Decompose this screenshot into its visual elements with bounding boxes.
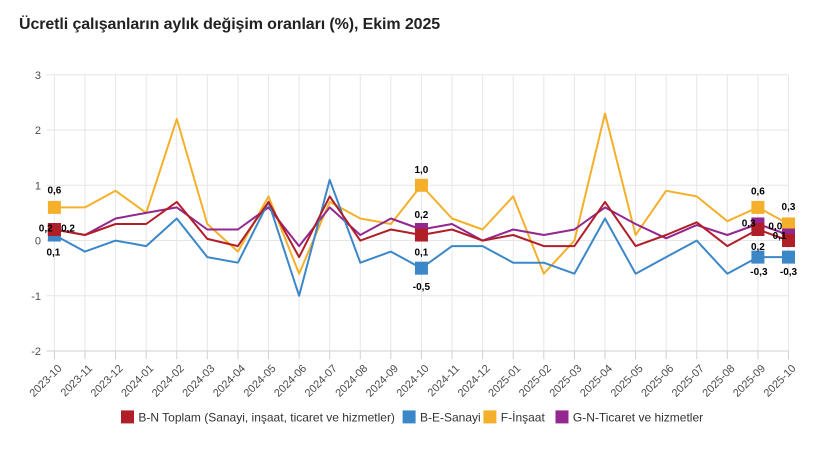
- svg-text:2: 2: [35, 125, 41, 137]
- svg-text:2023-10: 2023-10: [27, 363, 64, 400]
- svg-text:2025-01: 2025-01: [486, 363, 523, 400]
- svg-text:-0,3: -0,3: [780, 267, 798, 278]
- svg-text:0,1: 0,1: [414, 248, 428, 259]
- svg-text:2024-03: 2024-03: [180, 363, 217, 400]
- svg-text:-0,3: -0,3: [750, 267, 768, 278]
- svg-text:0,6: 0,6: [751, 187, 765, 198]
- svg-text:0,1: 0,1: [46, 247, 60, 258]
- svg-text:0,2: 0,2: [751, 242, 765, 253]
- svg-text:2024-04: 2024-04: [211, 363, 248, 400]
- svg-text:1,0: 1,0: [414, 165, 428, 176]
- svg-text:0,3: 0,3: [742, 218, 756, 229]
- svg-text:2024-08: 2024-08: [333, 363, 370, 400]
- svg-text:-0,5: -0,5: [413, 282, 431, 293]
- svg-text:B-E-Sanayi: B-E-Sanayi: [420, 411, 481, 425]
- svg-text:0,2: 0,2: [39, 224, 53, 235]
- svg-text:2024-07: 2024-07: [303, 363, 340, 400]
- svg-text:2025-06: 2025-06: [639, 363, 676, 400]
- svg-text:0: 0: [35, 236, 41, 248]
- svg-text:2023-12: 2023-12: [89, 363, 126, 400]
- svg-text:2025-07: 2025-07: [670, 363, 707, 400]
- svg-text:2025-03: 2025-03: [547, 363, 584, 400]
- svg-text:G-N-Ticaret ve hizmetler: G-N-Ticaret ve hizmetler: [573, 411, 703, 425]
- svg-text:3: 3: [35, 70, 41, 82]
- svg-text:2024-11: 2024-11: [426, 363, 462, 399]
- svg-text:2025-10: 2025-10: [762, 363, 799, 400]
- svg-text:2024-05: 2024-05: [242, 363, 279, 400]
- svg-text:0,3: 0,3: [782, 202, 796, 213]
- svg-text:2025-04: 2025-04: [578, 363, 615, 400]
- svg-text:B-N Toplam (Sanayi, inşaat, ti: B-N Toplam (Sanayi, inşaat, ticaret ve h…: [138, 411, 395, 425]
- svg-text:2025-02: 2025-02: [517, 363, 554, 400]
- svg-text:0,1: 0,1: [773, 231, 787, 242]
- svg-text:-2: -2: [31, 346, 41, 358]
- svg-text:-1: -1: [31, 291, 41, 303]
- svg-text:2024-09: 2024-09: [364, 363, 401, 400]
- svg-text:2025-09: 2025-09: [731, 363, 768, 400]
- svg-text:F-İnşaat: F-İnşaat: [501, 411, 546, 425]
- svg-text:2024-01: 2024-01: [119, 363, 156, 400]
- svg-text:2024-06: 2024-06: [272, 363, 309, 400]
- svg-text:0,0: 0,0: [768, 222, 782, 233]
- svg-text:1: 1: [35, 180, 41, 192]
- svg-text:2025-08: 2025-08: [700, 363, 737, 400]
- svg-text:2024-12: 2024-12: [456, 363, 493, 400]
- svg-text:2024-10: 2024-10: [395, 363, 432, 400]
- svg-text:2025-05: 2025-05: [609, 363, 646, 400]
- svg-text:0,2: 0,2: [414, 210, 428, 221]
- svg-text:0,2: 0,2: [61, 224, 75, 235]
- svg-text:0,6: 0,6: [47, 185, 61, 196]
- svg-text:2024-02: 2024-02: [150, 363, 187, 400]
- svg-text:2023-11: 2023-11: [59, 363, 95, 399]
